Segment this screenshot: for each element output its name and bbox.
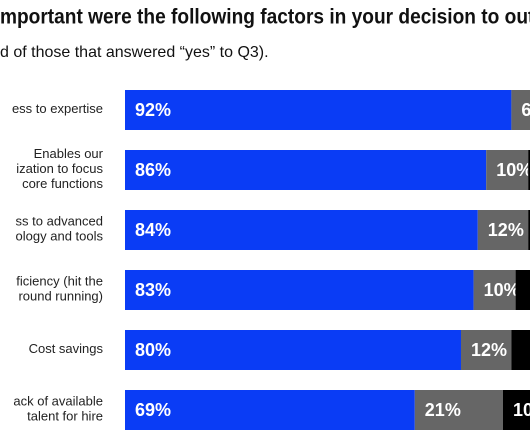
bar-segment xyxy=(486,150,529,190)
bar-segment xyxy=(515,270,530,310)
value-label: 6% xyxy=(521,100,530,120)
bar-segment xyxy=(477,210,529,250)
category-label: ack of available talent for hire xyxy=(13,394,103,424)
category-label: ess to expertise xyxy=(12,101,103,116)
bar-segment xyxy=(125,330,461,370)
chart-title: mportant were the following factors in y… xyxy=(0,6,530,29)
value-label: 86% xyxy=(135,160,171,180)
value-label: 12% xyxy=(488,220,524,240)
category-line: round running) xyxy=(18,289,103,304)
bar-segment xyxy=(511,330,530,370)
category-line: Cost savings xyxy=(29,341,104,356)
category-label: Cost savings xyxy=(29,341,104,356)
value-label: 69% xyxy=(135,400,171,420)
bar-segment xyxy=(125,150,487,190)
bar-segment xyxy=(125,270,474,310)
bar-segment xyxy=(503,390,530,430)
category-label: ss to advanced ology and tools xyxy=(16,214,104,244)
bar-segment xyxy=(528,210,530,250)
category-line: ack of available xyxy=(13,394,103,409)
bar-segment xyxy=(414,390,503,430)
category-line: talent for hire xyxy=(27,409,103,424)
value-label: 92% xyxy=(135,100,171,120)
value-label: 12% xyxy=(471,340,507,360)
bar-segment xyxy=(125,90,512,130)
category-line: ficiency (hit the xyxy=(16,274,103,289)
category-line: ss to advanced xyxy=(16,214,103,229)
value-label: 10% xyxy=(496,160,530,180)
bar-segment xyxy=(461,330,512,370)
bar-segment xyxy=(125,390,415,430)
value-label: 21% xyxy=(425,400,461,420)
bar-segment xyxy=(473,270,516,310)
category-line: core functions xyxy=(22,176,103,191)
value-label: 10% xyxy=(484,280,520,300)
value-label: 84% xyxy=(135,220,171,240)
bar-segment xyxy=(528,150,530,190)
bar-segment xyxy=(511,90,530,130)
category-line: ess to expertise xyxy=(12,101,103,116)
chart-subtitle: d of those that answered “yes” to Q3). xyxy=(0,44,269,61)
category-label: ficiency (hit the round running) xyxy=(16,274,103,304)
value-label: 83% xyxy=(135,280,171,300)
bar-segment xyxy=(125,210,478,250)
value-label: 80% xyxy=(135,340,171,360)
category-line: ization to focus xyxy=(16,161,103,176)
category-line: ology and tools xyxy=(16,229,104,244)
category-line: Enables our xyxy=(34,146,104,161)
category-label: Enables our ization to focus core function… xyxy=(16,146,103,191)
value-label: 10% xyxy=(513,400,530,420)
